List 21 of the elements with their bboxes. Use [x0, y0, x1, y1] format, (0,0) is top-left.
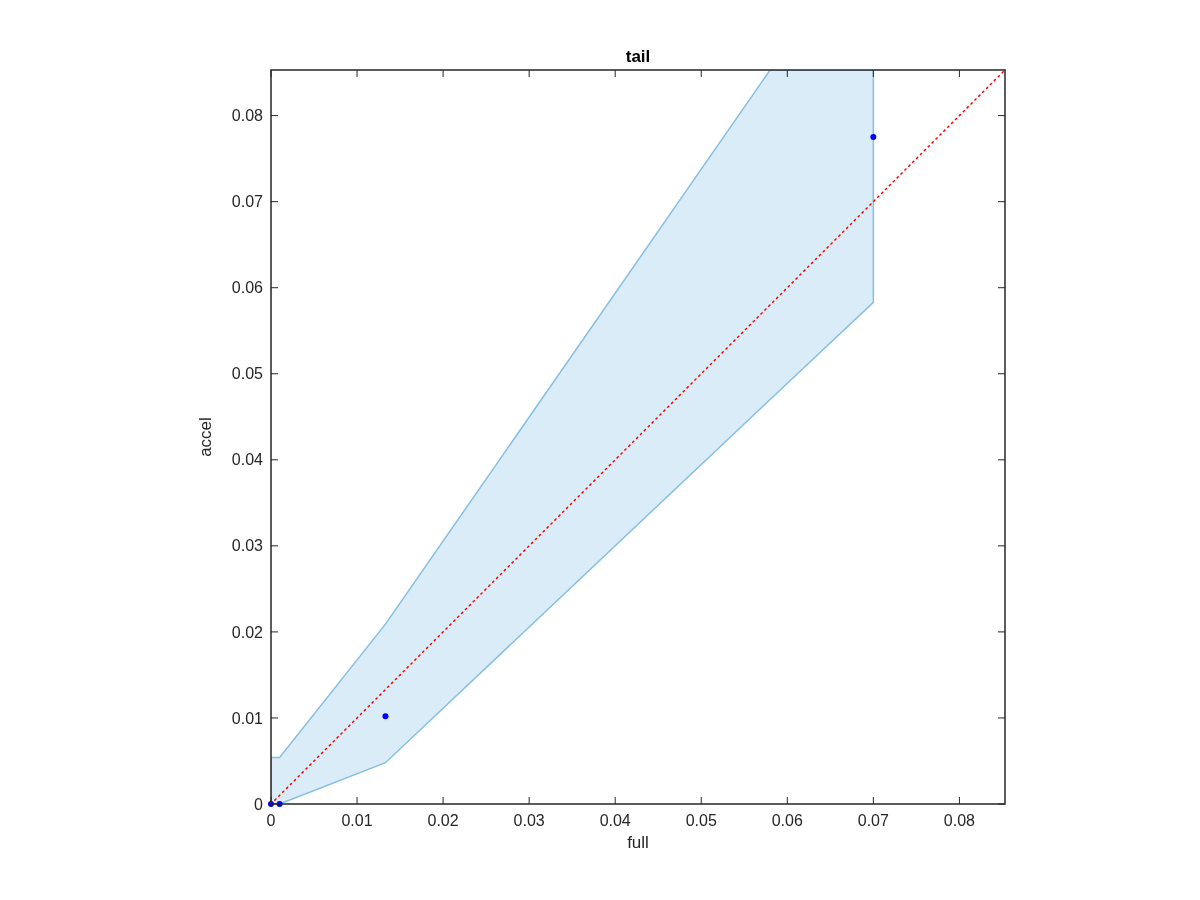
y-tick-label: 0.08 [231, 107, 264, 125]
x-tick-label: 0.05 [685, 812, 717, 829]
x-tick-label: 0.04 [599, 812, 631, 829]
x-tick-label: 0.08 [943, 812, 976, 829]
x-tick-label: 0.03 [513, 812, 545, 829]
x-tick-label: 0.07 [857, 812, 890, 829]
x-axis-title: full [627, 833, 649, 852]
x-tick-label: 0.02 [427, 812, 459, 829]
chart-title: tail [625, 47, 651, 66]
y-tick-label: 0.07 [231, 193, 264, 211]
x-tick-label: 0 [266, 812, 276, 829]
y-tick-label: 0.03 [231, 537, 264, 555]
y-tick-label: 0.05 [231, 365, 264, 383]
y-tick-label: 0 [254, 795, 264, 813]
y-tick-label: 0.04 [231, 451, 264, 469]
y-axis-title: accel [196, 417, 215, 457]
y-tick-label: 0.01 [231, 709, 264, 727]
x-tick-label: 0.01 [341, 812, 373, 829]
x-tick-label: 0.06 [771, 812, 803, 829]
y-tick-label: 0.02 [231, 623, 264, 641]
y-tick-label: 0.06 [231, 279, 264, 297]
